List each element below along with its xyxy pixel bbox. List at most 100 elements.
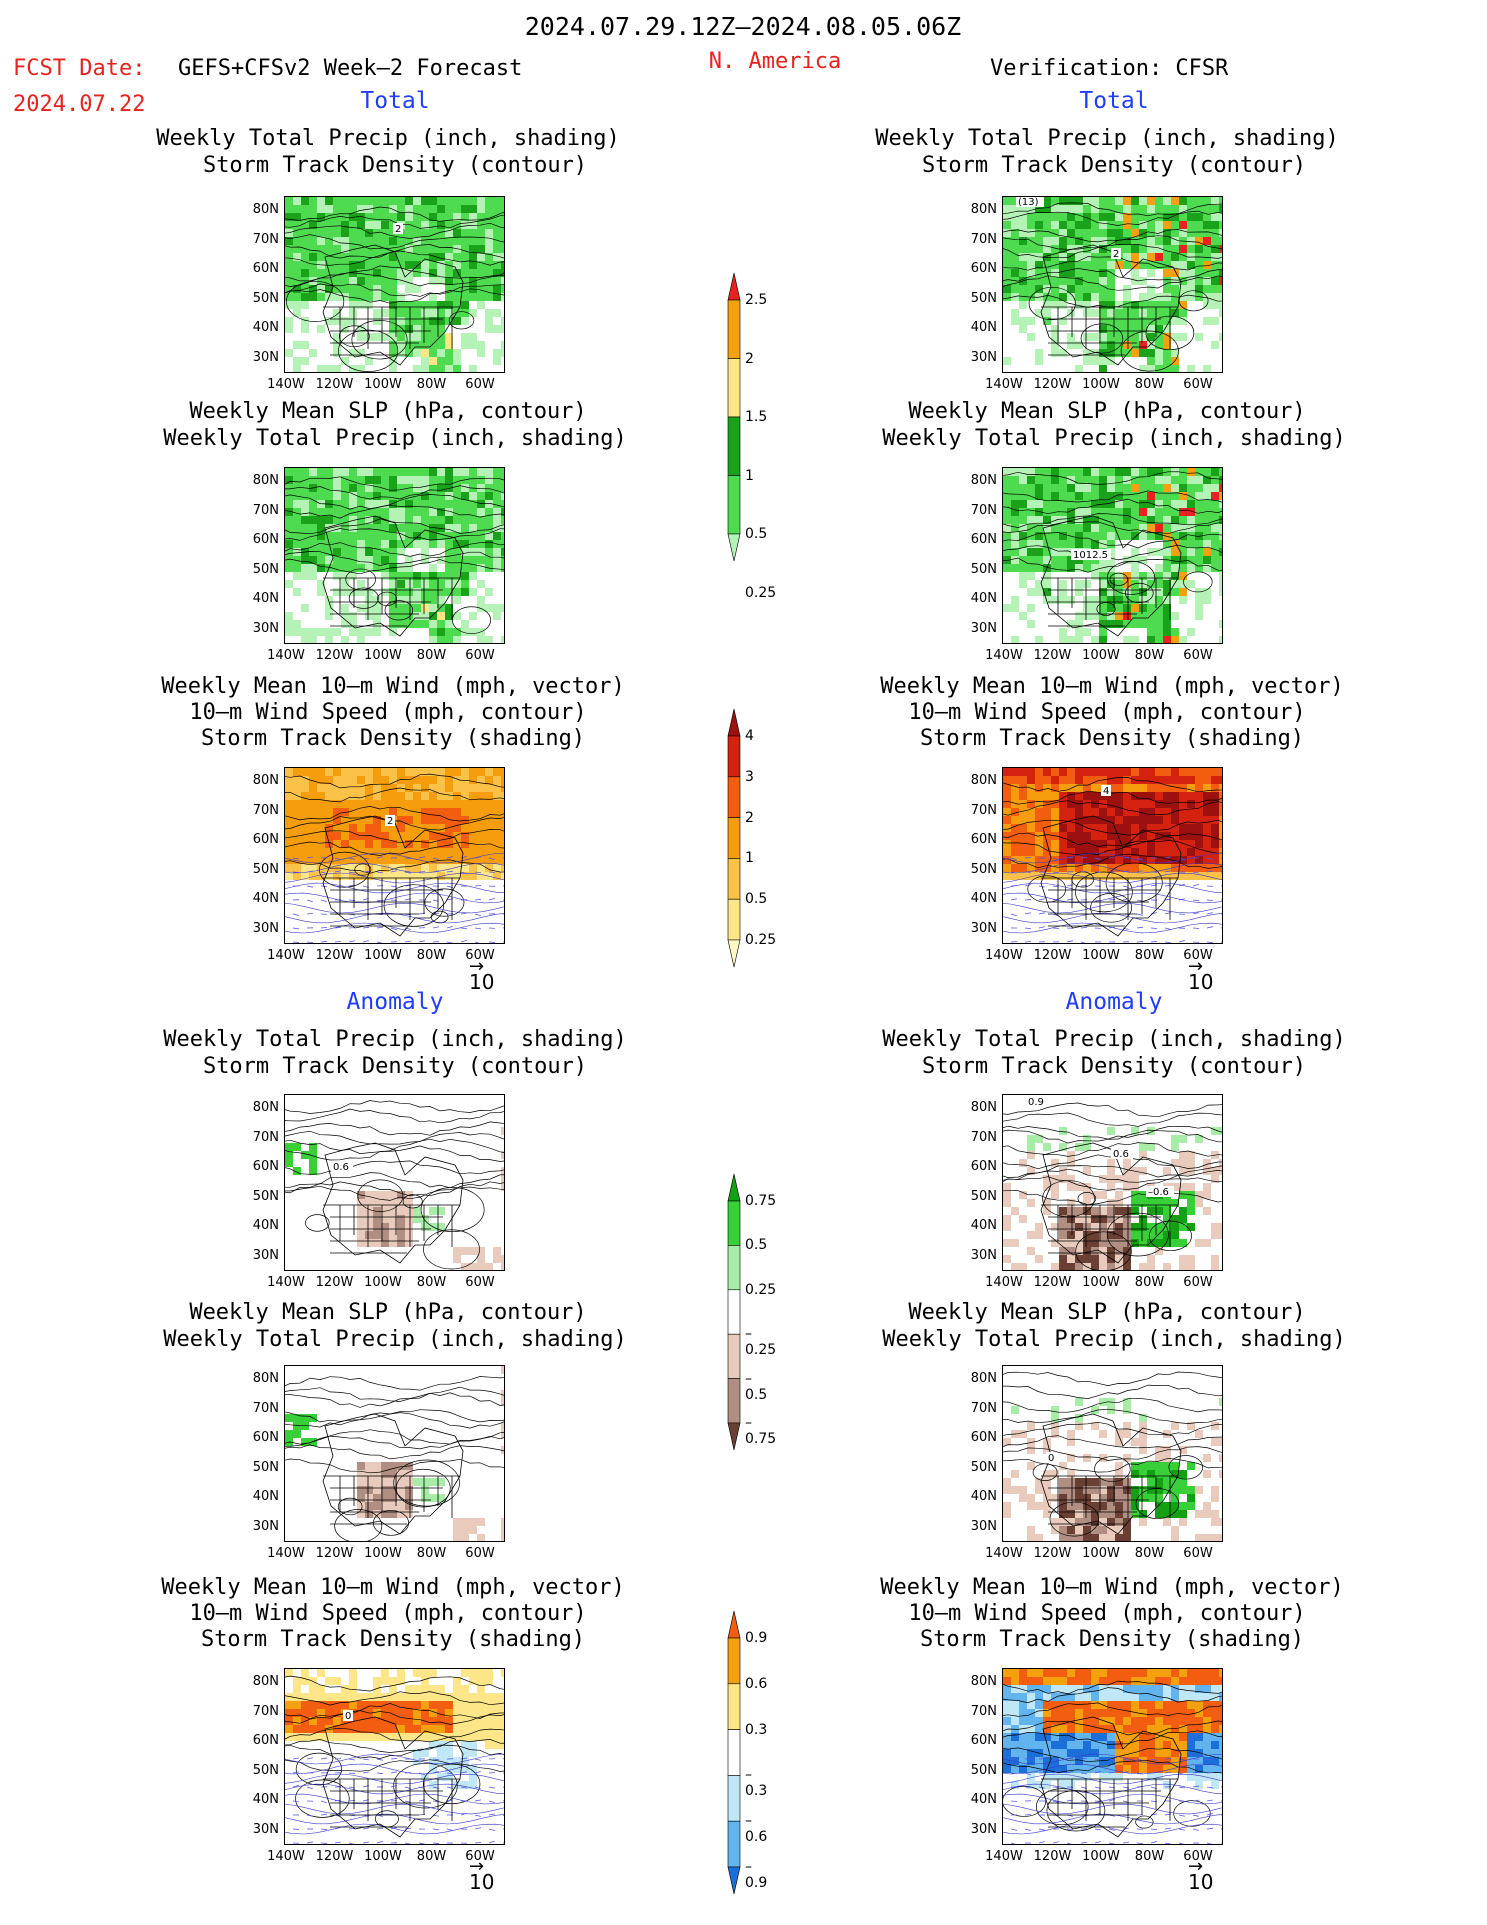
title-fc-total-wind-1: Weekly Mean 10–m Wind (mph, vector) bbox=[161, 674, 625, 699]
title-obs-total-slp-1: Weekly Mean SLP (hPa, contour) bbox=[908, 399, 1306, 424]
colorbar-segment bbox=[727, 358, 741, 418]
colorbar-total_storm: 4 3 2 1 0.5 0.25 bbox=[727, 708, 776, 972]
lat-label: 70N bbox=[970, 1129, 997, 1145]
vector-ref-obs-anom: → 10 bbox=[1188, 1856, 1214, 1894]
lon-label: 100W bbox=[1082, 377, 1120, 392]
lat-label: 50N bbox=[252, 1459, 279, 1475]
lat-label: 70N bbox=[252, 502, 279, 518]
map-plot-obs-total-slp: 1012.5 bbox=[1003, 468, 1222, 643]
colorbar-segment bbox=[727, 416, 741, 476]
verification-label: Verification: CFSR bbox=[990, 56, 1229, 81]
contour-label: 0 bbox=[1048, 1453, 1054, 1464]
title-obs-anom-slp-1: Weekly Mean SLP (hPa, contour) bbox=[908, 1300, 1306, 1325]
map-panel-fc-total-slp bbox=[284, 467, 505, 644]
colorbar-segment bbox=[727, 1289, 741, 1335]
lat-label: 60N bbox=[252, 832, 279, 847]
lat-label: 40N bbox=[970, 1792, 997, 1807]
lat-label: 50N bbox=[252, 1762, 279, 1778]
lon-label: 140W bbox=[267, 377, 305, 392]
contour-label: 2 bbox=[1113, 249, 1119, 260]
contour-layer bbox=[285, 1376, 504, 1541]
title-obs-total-precip-1: Weekly Total Precip (inch, shading) bbox=[875, 126, 1339, 151]
colorbar-label: 0.9 bbox=[745, 1630, 768, 1646]
map-plot-fc-total-slp bbox=[285, 468, 504, 643]
region-label: N. America bbox=[708, 49, 842, 74]
lat-label: 70N bbox=[970, 502, 997, 518]
lon-label: 140W bbox=[985, 377, 1023, 392]
map-plot-obs-total-wind: 4 bbox=[1003, 768, 1222, 943]
lon-label: 140W bbox=[267, 1275, 305, 1290]
lat-label: 40N bbox=[970, 1218, 997, 1233]
colorbar-segment bbox=[727, 299, 741, 359]
colorbar-label: 0.75 bbox=[745, 1193, 777, 1209]
lat-label: 70N bbox=[970, 231, 997, 247]
colorbar-segment bbox=[727, 475, 741, 535]
colorbar-label: 0.6 bbox=[745, 1675, 768, 1692]
lat-label: 30N bbox=[252, 1518, 279, 1534]
title-obs-anom-precip-2: Storm Track Density (contour) bbox=[921, 1054, 1307, 1079]
colorbar-label: 3 bbox=[745, 768, 754, 785]
lat-label: 40N bbox=[970, 591, 997, 606]
shading-layer bbox=[285, 1669, 504, 1789]
lat-label: 70N bbox=[252, 231, 279, 247]
lon-label: 120W bbox=[315, 1275, 354, 1290]
lat-label: 60N bbox=[970, 1430, 997, 1445]
lat-label: 70N bbox=[252, 802, 279, 818]
title-fc-total-precip-2: Storm Track Density (contour) bbox=[202, 153, 588, 178]
colorbar-total_precip: 2.5 2 1.5 1 0.5 0.25 bbox=[727, 272, 776, 601]
map-plot-fc-total-precip: 2 bbox=[285, 197, 504, 372]
colorbar-segment bbox=[727, 533, 741, 562]
lat-label: 30N bbox=[970, 1247, 997, 1263]
lon-label: 80W bbox=[416, 1546, 447, 1561]
lon-label: 100W bbox=[364, 377, 402, 392]
lon-label: 140W bbox=[267, 948, 305, 963]
lon-label: 60W bbox=[465, 1546, 495, 1561]
contour-label: 0.6 bbox=[333, 1162, 349, 1173]
colorbar-label: –0.3 bbox=[745, 1767, 768, 1800]
coastline-layer bbox=[1040, 515, 1182, 637]
title-obs-total-slp-2: Weekly Total Precip (inch, shading) bbox=[882, 426, 1346, 451]
contour-label: 0 bbox=[345, 1711, 351, 1722]
colorbar-segment bbox=[727, 1378, 741, 1424]
lat-label: 50N bbox=[970, 861, 997, 877]
coastline-layer bbox=[1040, 1716, 1182, 1838]
lat-label: 60N bbox=[252, 261, 279, 276]
section-total-left: Total bbox=[360, 88, 430, 114]
lat-label: 50N bbox=[970, 561, 997, 577]
lon-label: 100W bbox=[1082, 1275, 1120, 1290]
colorbar-segment bbox=[727, 1866, 741, 1895]
shading-layer bbox=[1003, 197, 1222, 372]
section-total-right: Total bbox=[1079, 88, 1149, 114]
lat-label: 80N bbox=[252, 773, 279, 788]
colorbar-segment bbox=[727, 776, 741, 818]
colorbar-label: 4 bbox=[745, 728, 754, 744]
map-panel-obs-anom-wind bbox=[1002, 1668, 1223, 1845]
lat-label: 30N bbox=[970, 349, 997, 365]
lat-label: 60N bbox=[252, 1430, 279, 1445]
title-fc-anom-wind-2: 10–m Wind Speed (mph, contour) bbox=[189, 1601, 587, 1626]
vector-ref-obs-total: → 10 bbox=[1188, 956, 1214, 994]
colorbar-label: 0.3 bbox=[745, 1721, 768, 1738]
map-panel-fc-anom-slp bbox=[284, 1365, 505, 1542]
lat-label: 60N bbox=[970, 1159, 997, 1174]
lon-label: 100W bbox=[1082, 648, 1120, 663]
colorbar-label: 2.5 bbox=[745, 292, 768, 308]
lat-label: 80N bbox=[970, 1674, 997, 1689]
lat-label: 30N bbox=[970, 1821, 997, 1837]
map-plot-fc-anom-slp bbox=[285, 1366, 504, 1541]
colorbar-segment bbox=[727, 1422, 741, 1451]
colorbar-label: 0.5 bbox=[745, 526, 768, 542]
coastline-layer bbox=[322, 244, 464, 366]
colorbar-segment bbox=[727, 858, 741, 900]
colorbar-segment bbox=[727, 1200, 741, 1246]
lon-label: 80W bbox=[416, 948, 447, 963]
colorbar-segment bbox=[727, 1775, 741, 1822]
map-panel-obs-anom-slp: 0 bbox=[1002, 1365, 1223, 1542]
lon-label: 60W bbox=[465, 377, 495, 392]
lon-label: 140W bbox=[985, 1849, 1023, 1864]
fcst-date-label: FCST Date: bbox=[13, 56, 146, 81]
title-fc-anom-slp-1: Weekly Mean SLP (hPa, contour) bbox=[189, 1300, 587, 1325]
coastline-layer bbox=[322, 515, 464, 637]
lat-label: 30N bbox=[252, 620, 279, 636]
lon-label: 60W bbox=[1183, 648, 1213, 663]
